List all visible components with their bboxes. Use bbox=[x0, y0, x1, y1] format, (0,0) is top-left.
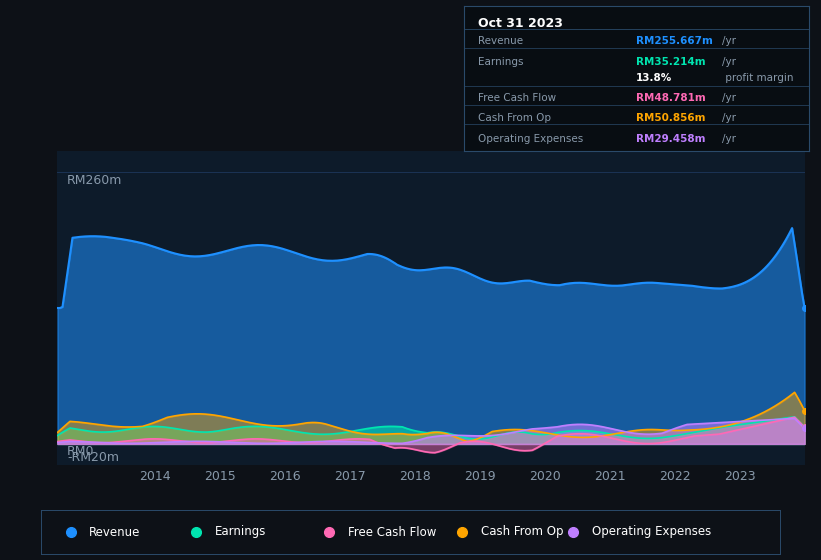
Text: 13.8%: 13.8% bbox=[636, 73, 672, 82]
Text: Earnings: Earnings bbox=[478, 57, 523, 67]
Text: /yr: /yr bbox=[722, 93, 736, 103]
Text: Operating Expenses: Operating Expenses bbox=[591, 525, 711, 539]
Text: profit margin: profit margin bbox=[722, 73, 794, 82]
Text: /yr: /yr bbox=[722, 134, 736, 144]
Text: Cash From Op: Cash From Op bbox=[481, 525, 563, 539]
Text: RM29.458m: RM29.458m bbox=[636, 134, 706, 144]
Text: RM260m: RM260m bbox=[67, 174, 122, 187]
Text: Cash From Op: Cash From Op bbox=[478, 113, 551, 123]
Text: -RM20m: -RM20m bbox=[67, 451, 119, 464]
Text: RM0: RM0 bbox=[67, 445, 94, 458]
Text: Earnings: Earnings bbox=[215, 525, 266, 539]
Text: Revenue: Revenue bbox=[478, 36, 523, 46]
Text: Oct 31 2023: Oct 31 2023 bbox=[478, 17, 562, 30]
Text: Free Cash Flow: Free Cash Flow bbox=[348, 525, 436, 539]
Text: RM48.781m: RM48.781m bbox=[636, 93, 706, 103]
Text: /yr: /yr bbox=[722, 57, 736, 67]
Text: /yr: /yr bbox=[722, 36, 736, 46]
Text: Revenue: Revenue bbox=[89, 525, 140, 539]
Text: RM35.214m: RM35.214m bbox=[636, 57, 706, 67]
Text: RM255.667m: RM255.667m bbox=[636, 36, 713, 46]
Text: RM50.856m: RM50.856m bbox=[636, 113, 706, 123]
Text: /yr: /yr bbox=[722, 113, 736, 123]
Text: Free Cash Flow: Free Cash Flow bbox=[478, 93, 556, 103]
Text: Operating Expenses: Operating Expenses bbox=[478, 134, 583, 144]
